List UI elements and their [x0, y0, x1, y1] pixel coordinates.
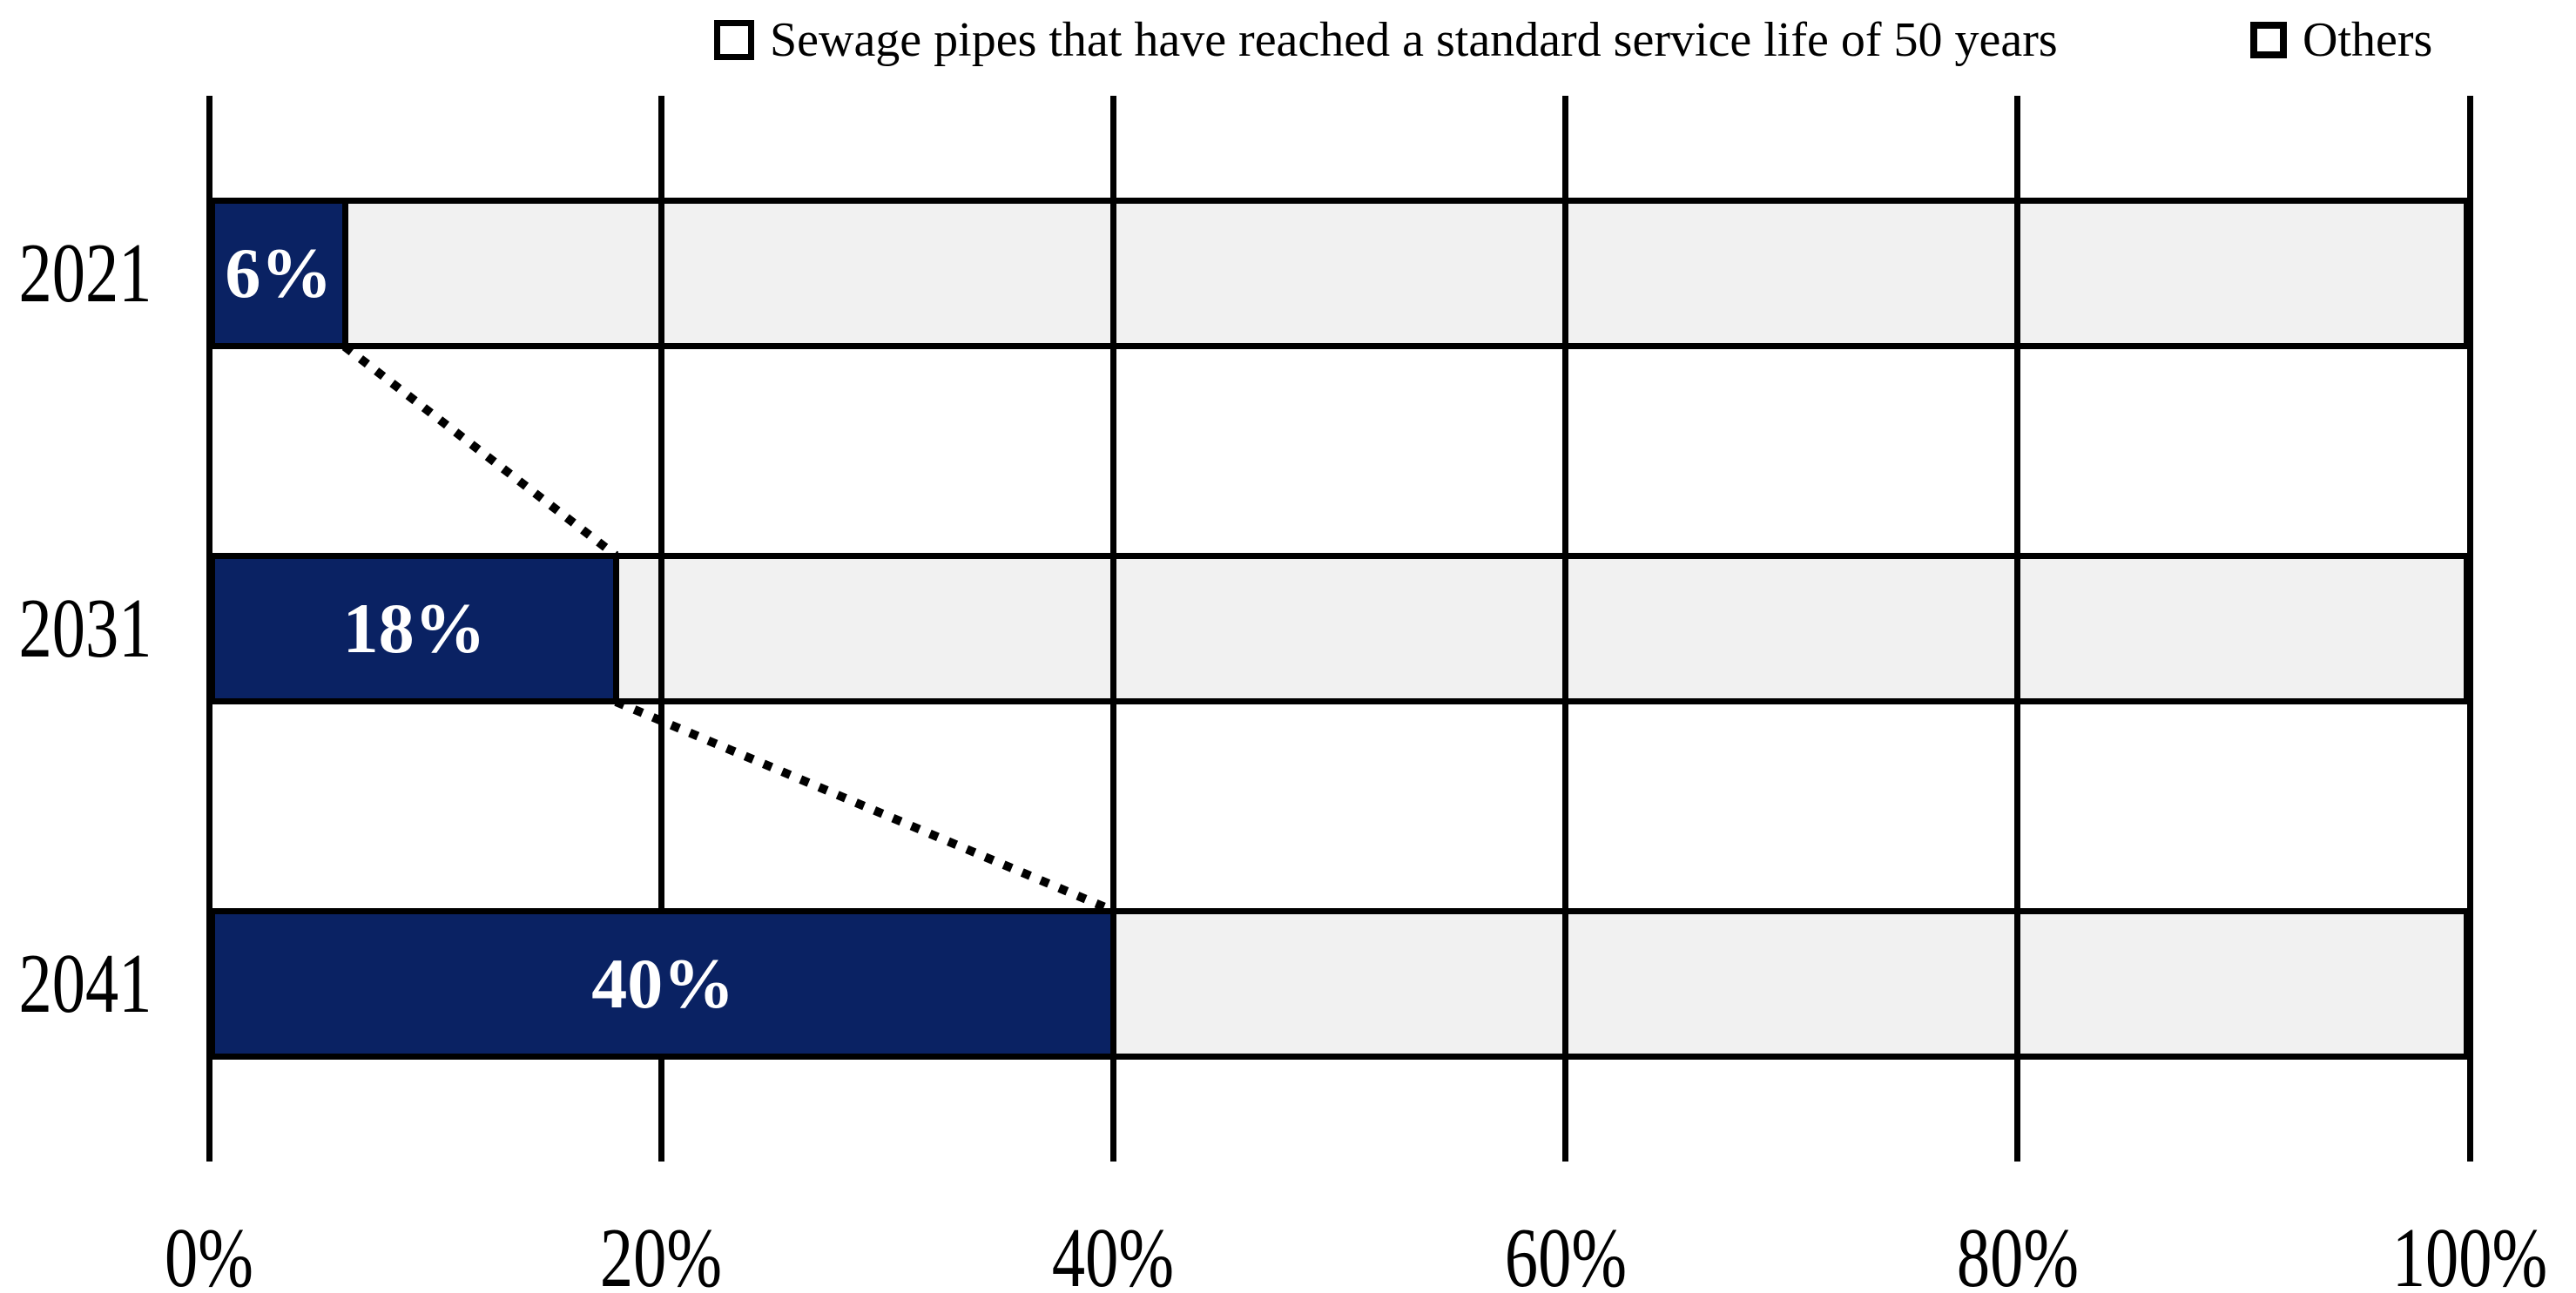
x-axis-tick-label: 40%: [1052, 1211, 1175, 1293]
legend-label-sewage: Sewage pipes that have reached a standar…: [770, 13, 2058, 67]
x-axis-tick-label: 60%: [1504, 1211, 1627, 1293]
x-axis-tick-label: 100%: [2391, 1211, 2548, 1293]
y-axis-category-label: 2021: [18, 226, 152, 320]
bar-segment-sewage: [209, 553, 620, 704]
x-axis-tick-label: 20%: [600, 1211, 723, 1293]
bar-value-label: 6%: [225, 233, 333, 313]
y-axis-category-label: 2031: [18, 582, 152, 676]
dotted-connector-line: [614, 697, 1116, 915]
bar-value-label: 18%: [342, 589, 486, 668]
legend-swatch-others-icon: [2250, 22, 2287, 58]
y-axis-category-label: 2041: [18, 937, 152, 1031]
x-axis-tick-label: 80%: [1956, 1211, 2079, 1293]
dotted-connector-line: [341, 343, 619, 559]
gridline-100%: [2466, 96, 2473, 1162]
x-axis-tick-label: 0%: [165, 1211, 253, 1293]
bar-segment-sewage: [209, 908, 1117, 1060]
legend-item-others: Others: [2250, 14, 2432, 66]
connector-lines: [341, 343, 1116, 915]
bar-segment-sewage: [209, 198, 348, 349]
plot-area: 6% 18% 40% 2021 2031 2041 0% 20% 40% 60% 80% 100%: [19, 96, 2547, 1293]
legend-label-others: Others: [2303, 13, 2433, 67]
bar-segment-others: [209, 198, 2470, 349]
gridline-60%: [1562, 96, 1569, 1162]
gridline-40%: [1109, 96, 1116, 1162]
bar-value-label: 40%: [591, 944, 735, 1023]
legend-swatch-sewage-icon: [714, 20, 754, 60]
gridline-80%: [2014, 96, 2021, 1162]
legend-item-sewage-pipes: Sewage pipes that have reached a standar…: [714, 14, 2058, 66]
gridline-20%: [657, 96, 664, 1162]
